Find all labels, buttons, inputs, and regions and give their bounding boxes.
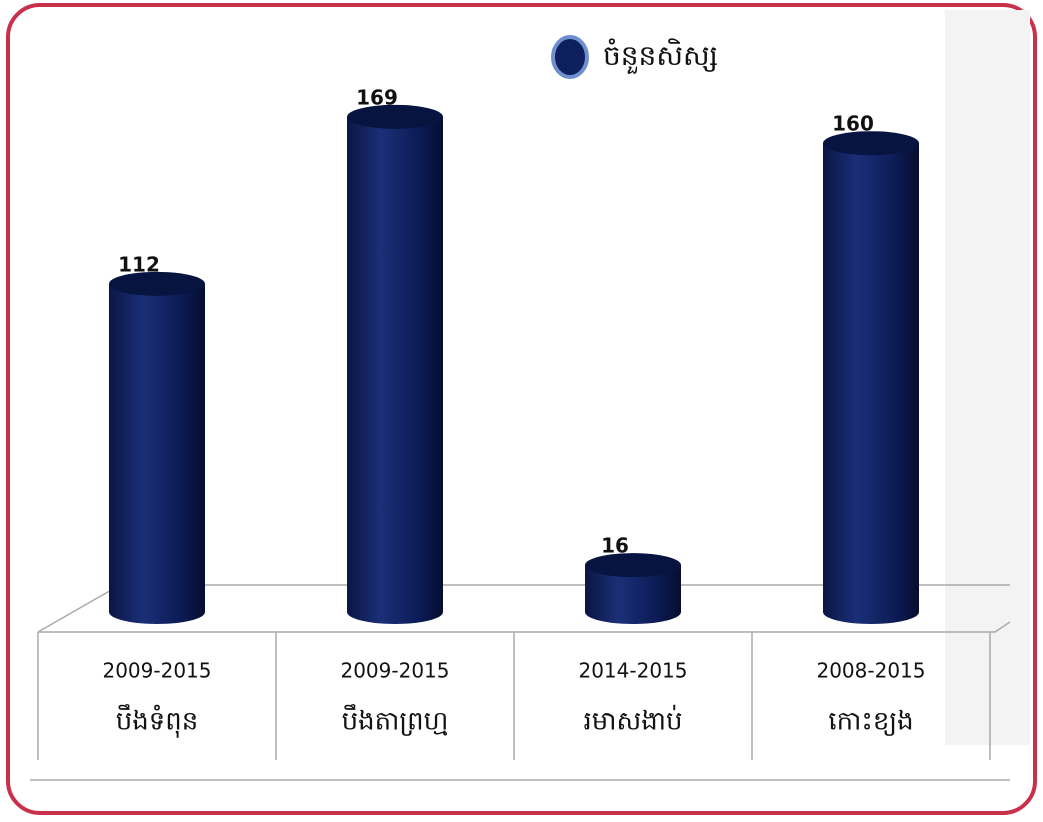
x-tick-period: 2009-2015 xyxy=(340,659,449,683)
x-tick-label: បឹងទំពុន xyxy=(116,704,199,739)
data-label: 112 xyxy=(118,252,160,276)
x-tick-period: 2008-2015 xyxy=(816,659,925,683)
bar-top xyxy=(585,553,681,578)
table-lines xyxy=(30,632,1010,781)
bar xyxy=(585,565,681,624)
x-tick-label: រមាសងាប់ xyxy=(583,705,682,737)
data-label: 169 xyxy=(356,85,398,109)
legend-swatch xyxy=(551,35,589,79)
bar xyxy=(347,116,443,624)
x-tick-period: 2009-2015 xyxy=(102,659,211,683)
bar xyxy=(823,143,919,624)
x-tick-period: 2014-2015 xyxy=(578,659,687,683)
bar xyxy=(109,283,205,624)
x-tick-label: បឹងតាព្រហ្ម xyxy=(342,704,449,737)
x-tick-label: កោះខ្យង xyxy=(828,707,913,737)
data-label: 160 xyxy=(832,112,874,136)
data-label: 16 xyxy=(601,534,629,558)
frame xyxy=(6,3,1037,815)
bar-top xyxy=(823,131,919,156)
bar-top xyxy=(109,271,205,296)
bar-top xyxy=(347,104,443,129)
legend-label: ចំនួនសិស្ស xyxy=(603,38,718,74)
side-panel xyxy=(945,10,1030,745)
